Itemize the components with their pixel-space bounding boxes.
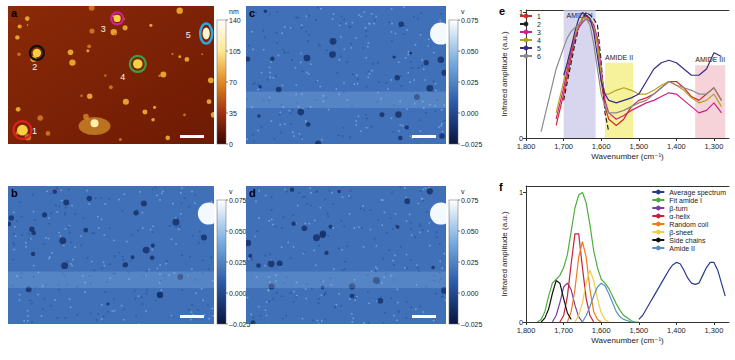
svg-text:Average spectrum: Average spectrum [669, 189, 726, 197]
svg-text:1: 1 [519, 188, 523, 197]
svg-text:4: 4 [537, 37, 541, 44]
svg-text:0.025: 0.025 [229, 259, 247, 266]
svg-text:v: v [461, 8, 465, 15]
svg-text:Amide II: Amide II [669, 245, 695, 252]
svg-text:1,700: 1,700 [554, 326, 573, 335]
svg-text:–0.025: –0.025 [461, 141, 483, 148]
svg-text:0.025: 0.025 [461, 259, 479, 266]
svg-text:0.000: 0.000 [461, 290, 479, 297]
svg-text:Infrared amplitude (a.u.): Infrared amplitude (a.u.) [500, 211, 509, 297]
svg-text:1,300: 1,300 [705, 326, 724, 335]
svg-text:140: 140 [229, 17, 241, 24]
svg-text:1: 1 [32, 126, 37, 136]
svg-text:AMIDE I: AMIDE I [566, 12, 593, 19]
svg-text:1,300: 1,300 [705, 142, 724, 151]
svg-text:1,400: 1,400 [667, 142, 686, 151]
svg-text:0.050: 0.050 [229, 228, 247, 235]
svg-text:3: 3 [537, 29, 541, 36]
svg-text:Wavenumber (cm⁻¹): Wavenumber (cm⁻¹) [591, 336, 664, 345]
svg-text:1,400: 1,400 [667, 326, 686, 335]
svg-text:4: 4 [120, 72, 125, 82]
svg-text:Infrared amplitude (a.u.): Infrared amplitude (a.u.) [500, 31, 509, 117]
svg-text:0.025: 0.025 [461, 79, 479, 86]
svg-text:3: 3 [101, 24, 106, 34]
svg-text:AMIDE II: AMIDE II [605, 54, 633, 61]
svg-text:0: 0 [518, 133, 524, 143]
svg-text:e: e [499, 5, 505, 17]
svg-text:a: a [11, 7, 18, 19]
svg-text:5: 5 [537, 45, 541, 52]
svg-text:0.075: 0.075 [461, 17, 479, 24]
svg-text:c: c [249, 7, 255, 19]
svg-text:–0.025: –0.025 [229, 320, 251, 328]
svg-text:2: 2 [32, 62, 37, 72]
svg-text:1,700: 1,700 [554, 142, 573, 151]
svg-text:α-helix: α-helix [669, 213, 690, 220]
svg-text:d: d [249, 187, 256, 199]
svg-text:Side chains: Side chains [669, 237, 706, 244]
svg-text:0.075: 0.075 [229, 197, 247, 204]
svg-text:β-turn: β-turn [669, 205, 688, 213]
svg-text:2: 2 [537, 21, 541, 28]
svg-text:0.000: 0.000 [229, 290, 247, 297]
svg-text:Wavenumber (cm⁻¹): Wavenumber (cm⁻¹) [591, 152, 664, 161]
svg-text:5: 5 [186, 30, 191, 40]
svg-text:1,600: 1,600 [592, 326, 611, 335]
svg-text:1: 1 [518, 8, 524, 17]
svg-text:6: 6 [537, 53, 541, 60]
svg-text:70: 70 [229, 79, 237, 86]
svg-text:v: v [229, 188, 233, 195]
svg-text:0: 0 [229, 141, 233, 148]
svg-text:0.075: 0.075 [461, 197, 479, 204]
svg-text:0: 0 [518, 317, 524, 327]
svg-text:β-sheet: β-sheet [669, 229, 693, 237]
svg-text:b: b [11, 187, 18, 199]
svg-text:1,500: 1,500 [629, 326, 648, 335]
svg-text:–0.025: –0.025 [461, 321, 483, 328]
svg-text:v: v [461, 188, 465, 195]
svg-text:1,800: 1,800 [517, 326, 536, 335]
svg-text:1: 1 [537, 13, 541, 20]
svg-text:1,500: 1,500 [629, 142, 648, 151]
svg-text:105: 105 [229, 48, 241, 55]
svg-text:1,600: 1,600 [592, 142, 611, 151]
svg-text:0.000: 0.000 [461, 110, 479, 117]
svg-text:35: 35 [229, 110, 237, 117]
svg-text:Fit amide I: Fit amide I [669, 197, 702, 204]
svg-text:AMIDE III: AMIDE III [695, 56, 726, 64]
svg-text:nm: nm [229, 8, 239, 15]
svg-text:f: f [499, 181, 503, 193]
svg-text:1,800: 1,800 [517, 142, 536, 151]
svg-text:0.050: 0.050 [461, 48, 479, 55]
svg-text:Random coil: Random coil [669, 221, 708, 228]
svg-text:0.050: 0.050 [461, 228, 479, 235]
